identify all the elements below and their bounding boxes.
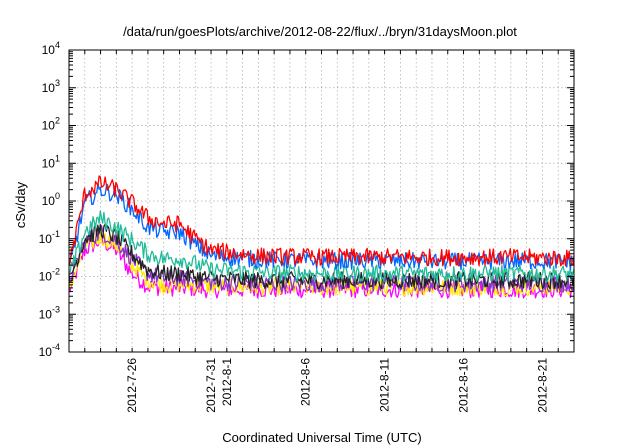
x-tick-labels: 2012-7-26 2012-7-31 2012-8-1 2012-8-6 2012-8… (125, 358, 549, 413)
series-group (68, 175, 575, 299)
y-axis-label: cSv/day (13, 181, 28, 228)
series-line-4 (68, 224, 575, 293)
y-tick-label: 10-1 (39, 229, 60, 246)
y-tick-label: 10-3 (39, 304, 60, 321)
chart-title: /data/run/goesPlots/archive/2012-08-22/f… (123, 24, 517, 39)
y-tick-label: 10-2 (39, 267, 60, 284)
y-tick-label: 100 (42, 191, 60, 208)
x-tick-label: 2012-8-11 (378, 358, 392, 412)
y-tick-label: 101 (42, 153, 60, 170)
series-line-2 (68, 210, 575, 283)
x-tick-label: 2012-8-6 (299, 358, 313, 406)
x-tick-label: 2012-8-16 (457, 358, 471, 413)
x-tick-label: 2012-8-1 (220, 358, 234, 406)
x-tick-label: 2012-7-31 (204, 358, 218, 413)
gridlines (69, 50, 574, 352)
y-tick-label: 104 (42, 40, 60, 57)
y-tick-labels: 10-4 10-3 10-2 10-1 100 101 102 103 104 (39, 40, 60, 359)
ticks (69, 49, 574, 353)
y-tick-label: 103 (42, 78, 60, 95)
x-tick-label: 2012-8-21 (535, 358, 549, 413)
series-line-0 (68, 175, 575, 267)
x-axis-label: Coordinated Universal Time (UTC) (222, 430, 421, 445)
y-tick-label: 102 (42, 116, 60, 133)
y-tick-label: 10-4 (39, 342, 60, 359)
x-tick-label: 2012-7-26 (125, 358, 139, 413)
